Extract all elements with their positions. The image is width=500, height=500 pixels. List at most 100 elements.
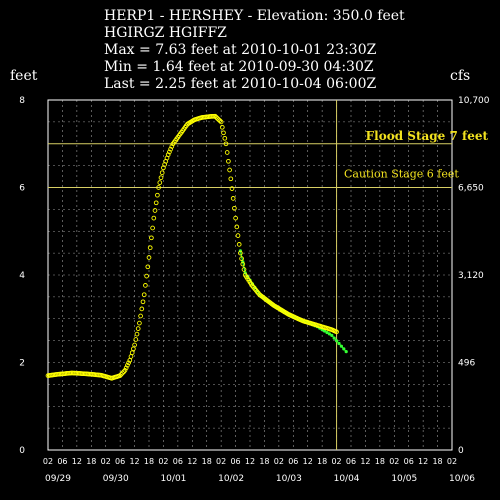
observed-point: [139, 306, 145, 312]
x-hour-label: 02: [43, 457, 53, 466]
last-stage-text: Last = 2.25 feet at 2010-10-04 06:00Z: [104, 76, 376, 92]
observed-point: [219, 124, 225, 130]
x-hour-label: 06: [115, 457, 125, 466]
observed-point: [133, 337, 139, 342]
observed-point: [118, 371, 124, 377]
observed-point: [117, 373, 123, 378]
observed-point: [223, 141, 229, 147]
observed-point: [150, 225, 155, 231]
observed-point: [240, 261, 246, 267]
observed-point: [236, 242, 242, 247]
x-date-label: 10/02: [218, 474, 244, 484]
right-tick-label: 0: [458, 446, 464, 456]
right-tick-label: 496: [458, 359, 475, 369]
x-hour-label: 02: [216, 457, 226, 466]
y-tick-label: 6: [19, 184, 25, 194]
forecast-point: [332, 336, 336, 340]
x-hour-label: 12: [303, 457, 313, 466]
observed-point: [145, 264, 151, 270]
observed-point: [212, 113, 218, 119]
x-hour-label: 18: [375, 457, 385, 466]
forecast-point: [325, 330, 329, 335]
observed-point: [334, 329, 339, 335]
forecast-point: [344, 350, 348, 354]
right-axis-unit: cfs: [450, 68, 470, 84]
observed-point: [230, 196, 236, 201]
x-hour-label: 18: [86, 457, 96, 466]
observed-point: [125, 362, 130, 368]
observed-point: [128, 354, 134, 359]
observed-point: [134, 331, 140, 337]
observed-point: [159, 170, 165, 176]
observed-point: [216, 117, 222, 122]
observed-point: [140, 299, 146, 305]
right-tick-label: 6,650: [458, 184, 484, 194]
observed-point: [122, 368, 128, 373]
x-hour-label: 18: [144, 457, 154, 466]
forecast-point: [342, 347, 346, 351]
observed-point: [218, 119, 224, 125]
max-stage-text: Max = 7.63 feet at 2010-10-01 23:30Z: [104, 42, 377, 58]
y-tick-label: 0: [19, 446, 25, 456]
x-hour-label: 06: [288, 457, 298, 466]
observed-point: [149, 235, 154, 241]
observed-point: [141, 292, 147, 298]
observed-point: [234, 224, 240, 230]
product-codes: HGIRGZ HGIFFZ: [104, 25, 227, 41]
x-hour-label: 12: [418, 457, 428, 466]
observed-point: [233, 215, 238, 221]
x-hour-label: 12: [360, 457, 370, 466]
forecast-point: [337, 341, 341, 346]
observed-point: [226, 158, 231, 164]
observed-point: [227, 167, 232, 173]
observed-point: [135, 326, 141, 331]
observed-point: [241, 267, 247, 272]
x-hour-label: 06: [173, 457, 183, 466]
observed-point: [228, 176, 234, 182]
observed-point: [155, 192, 160, 198]
x-hour-label: 18: [432, 457, 442, 466]
observed-point: [153, 200, 159, 206]
x-date-label: 10/06: [449, 474, 475, 484]
observed-point: [238, 250, 243, 256]
x-hour-label: 02: [389, 457, 399, 466]
plot-frame: [47, 99, 453, 451]
observed-point: [146, 255, 152, 260]
x-hour-label: 18: [259, 457, 269, 466]
observed-point: [123, 365, 129, 371]
x-hour-label: 02: [447, 457, 457, 466]
observed-point: [147, 245, 153, 251]
observed-point: [167, 149, 172, 155]
forecast-point: [327, 332, 331, 336]
flood-stage-label: Flood Stage 7 feet: [366, 129, 489, 143]
x-hour-label: 12: [187, 457, 197, 466]
observed-point: [156, 185, 161, 190]
x-hour-label: 02: [274, 457, 284, 466]
observed-point: [131, 346, 136, 352]
right-tick-label: 10,700: [458, 96, 490, 106]
observed-point: [120, 370, 125, 376]
x-hour-label: 02: [101, 457, 111, 466]
observed-point: [157, 180, 163, 185]
forecast-point: [335, 339, 339, 343]
observed-point: [144, 273, 149, 279]
x-date-label: 10/01: [160, 474, 186, 484]
observed-point: [137, 320, 142, 326]
chart-title: HERP1 - HERSHEY - Elevation: 350.0 feet: [104, 8, 405, 24]
observed-point: [158, 175, 164, 181]
observed-point: [213, 114, 219, 120]
x-hour-label: 06: [57, 457, 67, 466]
x-hour-label: 18: [202, 457, 212, 466]
x-hour-label: 18: [317, 457, 327, 466]
x-hour-label: 02: [331, 457, 341, 466]
observed-point: [168, 146, 173, 152]
x-hour-label: 12: [245, 457, 255, 466]
forecast-point: [330, 333, 334, 337]
x-date-label: 10/05: [391, 474, 417, 484]
left-axis-unit: feet: [10, 68, 38, 84]
x-hour-label: 12: [129, 457, 139, 466]
observed-point: [151, 215, 157, 221]
y-tick-label: 8: [19, 96, 25, 106]
